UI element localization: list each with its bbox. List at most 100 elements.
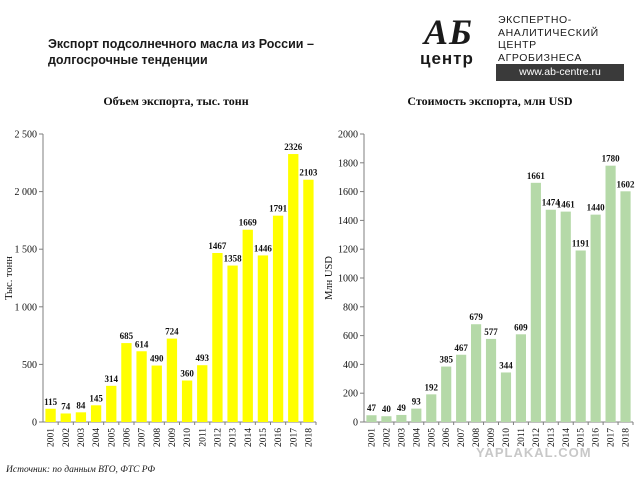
logo-line-2: АНАЛИТИЧЕСКИЙ bbox=[498, 26, 599, 39]
bar bbox=[60, 413, 71, 422]
bar bbox=[605, 165, 616, 422]
y-tick-label: 1400 bbox=[338, 216, 358, 227]
y-tick-label: 1800 bbox=[338, 158, 358, 169]
bar bbox=[242, 229, 253, 422]
bar bbox=[45, 408, 56, 422]
bar-value-label: 1661 bbox=[527, 171, 546, 181]
bar bbox=[90, 405, 102, 422]
bar bbox=[500, 372, 512, 422]
x-tick-label: 2011 bbox=[198, 428, 208, 447]
bar-value-label: 1780 bbox=[602, 154, 621, 164]
x-tick-label: 2001 bbox=[47, 428, 57, 447]
bar bbox=[181, 380, 193, 422]
x-tick-label: 2011 bbox=[517, 428, 527, 447]
bar bbox=[366, 415, 377, 422]
x-tick-label: 2017 bbox=[289, 428, 299, 447]
bar bbox=[151, 365, 162, 422]
bar bbox=[575, 250, 586, 422]
bar-value-label: 609 bbox=[514, 322, 528, 332]
bar bbox=[136, 351, 147, 422]
bar-value-label: 115 bbox=[44, 397, 58, 407]
bar-value-label: 493 bbox=[196, 353, 210, 363]
bar bbox=[396, 414, 407, 422]
bar bbox=[75, 412, 87, 422]
bar bbox=[303, 179, 314, 422]
logo-url: www.ab-centre.ru bbox=[496, 64, 624, 81]
x-tick-label: 2012 bbox=[532, 428, 542, 447]
x-tick-label: 2003 bbox=[397, 428, 407, 447]
bar bbox=[106, 385, 117, 422]
bar-value-label: 40 bbox=[382, 404, 392, 414]
y-tick-label: 1000 bbox=[338, 274, 358, 285]
y-tick-label: 1600 bbox=[338, 187, 358, 198]
y-tick-label: 0 bbox=[32, 418, 37, 429]
x-tick-label: 2002 bbox=[382, 428, 392, 447]
bar bbox=[121, 343, 132, 422]
x-tick-label: 2002 bbox=[62, 428, 72, 447]
bar bbox=[456, 354, 467, 422]
y-tick-label: 0 bbox=[353, 418, 358, 429]
bar-value-label: 192 bbox=[425, 382, 439, 392]
x-tick-label: 2005 bbox=[427, 428, 437, 447]
bar-value-label: 1461 bbox=[557, 200, 576, 210]
bar-value-label: 467 bbox=[454, 343, 468, 353]
bar bbox=[485, 338, 497, 422]
bar-value-label: 577 bbox=[484, 327, 498, 337]
x-tick-label: 2004 bbox=[412, 428, 422, 447]
x-tick-label: 2003 bbox=[77, 428, 87, 447]
bar-value-label: 1474 bbox=[542, 198, 561, 208]
ab-centre-logo: АБ центр ЭКСПЕРТНО- АНАЛИТИЧЕСКИЙ ЦЕНТР … bbox=[418, 12, 628, 82]
bar-value-label: 1791 bbox=[269, 204, 288, 214]
x-tick-label: 2008 bbox=[153, 428, 163, 447]
logo-ab-mark: АБ bbox=[424, 12, 473, 52]
bar-value-label: 1358 bbox=[224, 254, 243, 264]
bar-value-label: 614 bbox=[135, 339, 149, 349]
logo-name: ЭКСПЕРТНО- АНАЛИТИЧЕСКИЙ ЦЕНТР АГРОБИЗНЕ… bbox=[498, 14, 599, 64]
bar bbox=[426, 394, 437, 422]
bar-value-label: 145 bbox=[89, 393, 103, 403]
x-tick-label: 2007 bbox=[457, 428, 467, 447]
bar-value-label: 344 bbox=[499, 360, 513, 370]
bar-value-label: 84 bbox=[76, 400, 86, 410]
y-axis-label: Млн USD bbox=[324, 256, 335, 300]
chart-title: Объем экспорта, тыс. тонн bbox=[103, 94, 248, 108]
chart-title: Стоимость экспорта, млн USD bbox=[407, 94, 572, 108]
y-tick-label: 800 bbox=[343, 302, 358, 313]
bar-value-label: 1440 bbox=[587, 203, 606, 213]
bar-value-label: 1602 bbox=[617, 179, 636, 189]
bar-value-label: 74 bbox=[61, 401, 71, 411]
bar bbox=[166, 338, 178, 422]
logo-centr-word: центр bbox=[420, 49, 474, 68]
bar bbox=[197, 365, 208, 422]
x-tick-label: 2013 bbox=[547, 428, 557, 447]
bar-value-label: 2103 bbox=[299, 168, 318, 178]
bar-value-label: 2326 bbox=[284, 142, 303, 152]
bar-value-label: 314 bbox=[105, 374, 119, 384]
bar-value-label: 360 bbox=[180, 369, 194, 379]
x-tick-label: 2001 bbox=[367, 428, 377, 447]
y-tick-label: 1 500 bbox=[15, 245, 38, 256]
bar-value-label: 724 bbox=[165, 327, 179, 337]
x-tick-label: 2008 bbox=[472, 428, 482, 447]
logo-line-1: ЭКСПЕРТНО- bbox=[498, 14, 572, 26]
export-value-chart: Стоимость экспорта, млн USD Млн USD 0 200 40… bbox=[324, 94, 636, 447]
bar-value-label: 490 bbox=[150, 354, 164, 364]
y-axis-label: Тыс. тонн bbox=[4, 256, 15, 300]
x-tick-label: 2009 bbox=[168, 428, 178, 447]
x-tick-label: 2006 bbox=[122, 428, 132, 447]
x-tick-label: 2015 bbox=[577, 428, 587, 447]
y-tick-label: 500 bbox=[22, 360, 37, 371]
x-tick-label: 2007 bbox=[138, 428, 148, 447]
bar bbox=[515, 334, 526, 422]
y-tick-label: 1 000 bbox=[15, 302, 38, 313]
x-tick-label: 2004 bbox=[92, 428, 102, 447]
logo-line-4: АГРОБИЗНЕСА bbox=[498, 51, 582, 64]
bar bbox=[257, 255, 269, 422]
x-tick-label: 2014 bbox=[562, 428, 572, 447]
y-tick-label: 2 000 bbox=[15, 187, 38, 198]
x-tick-label: 2018 bbox=[304, 428, 314, 447]
y-tick-label: 2000 bbox=[338, 130, 358, 141]
x-tick-label: 2010 bbox=[502, 428, 512, 447]
y-tick-label: 200 bbox=[343, 389, 358, 400]
y-tick-label: 2 500 bbox=[15, 130, 38, 141]
